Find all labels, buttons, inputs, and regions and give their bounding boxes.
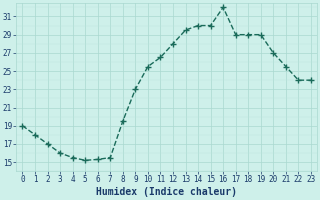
- X-axis label: Humidex (Indice chaleur): Humidex (Indice chaleur): [96, 187, 237, 197]
